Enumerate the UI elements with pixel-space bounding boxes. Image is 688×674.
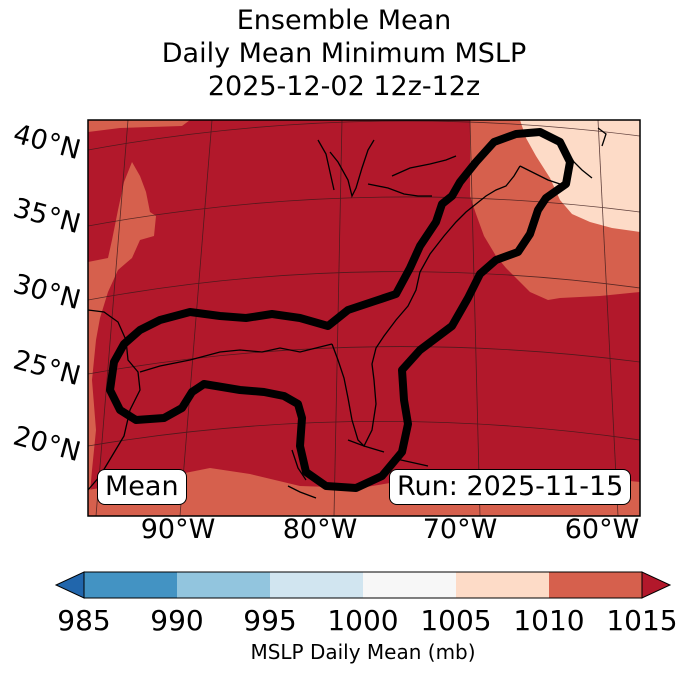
colorbar-frame [83, 571, 643, 599]
colorbar-segment-1010-1015 [549, 572, 642, 598]
pressure-band-1000-1005 [520, 120, 640, 232]
colorbar-label: MSLP Daily Mean (mb) [250, 640, 476, 664]
colorbar-segment-990-995 [177, 572, 270, 598]
coastlines [88, 127, 607, 499]
title-line-1: Ensemble Mean [236, 5, 452, 36]
colorbar-tick-985: 985 [57, 604, 111, 637]
map-frame [87, 119, 641, 517]
colorbar-tick-1015: 1015 [606, 604, 678, 637]
lon-label-80w: 80°W [282, 514, 358, 545]
pressure-contour [106, 128, 574, 492]
run-date-box: Run: 2025-11-15 [389, 469, 632, 505]
colorbar-segment-995-1000 [270, 572, 363, 598]
lon-label-90w: 90°W [140, 514, 216, 545]
colorbar-tick-990: 990 [150, 604, 204, 637]
colorbar-segment-1005-1010 [456, 572, 549, 598]
mean-label-box: Mean [97, 469, 187, 505]
colorbar-extend-low [54, 571, 85, 599]
colorbar-tick-1000: 1000 [327, 604, 399, 637]
colorbar-segment-1000-1005 [363, 572, 456, 598]
pressure-band-1005-1010-west [88, 162, 156, 516]
lon-label-70w: 70°W [422, 514, 498, 545]
colorbar-tick-1010: 1010 [513, 604, 585, 637]
map-panel [87, 119, 641, 517]
colorbar-tick-995: 995 [243, 604, 297, 637]
colorbar-extend-high [641, 571, 672, 599]
colorbar-segment-985-990 [84, 572, 177, 598]
pressure-band-1005-1010-north [88, 120, 190, 132]
title-line-3: 2025-12-02 12z-12z [207, 71, 481, 102]
colorbar-tick-1005: 1005 [420, 604, 492, 637]
lon-label-60w: 60°W [564, 514, 640, 545]
title-line-2: Daily Mean Minimum MSLP [161, 38, 527, 69]
colorbar [54, 571, 672, 599]
